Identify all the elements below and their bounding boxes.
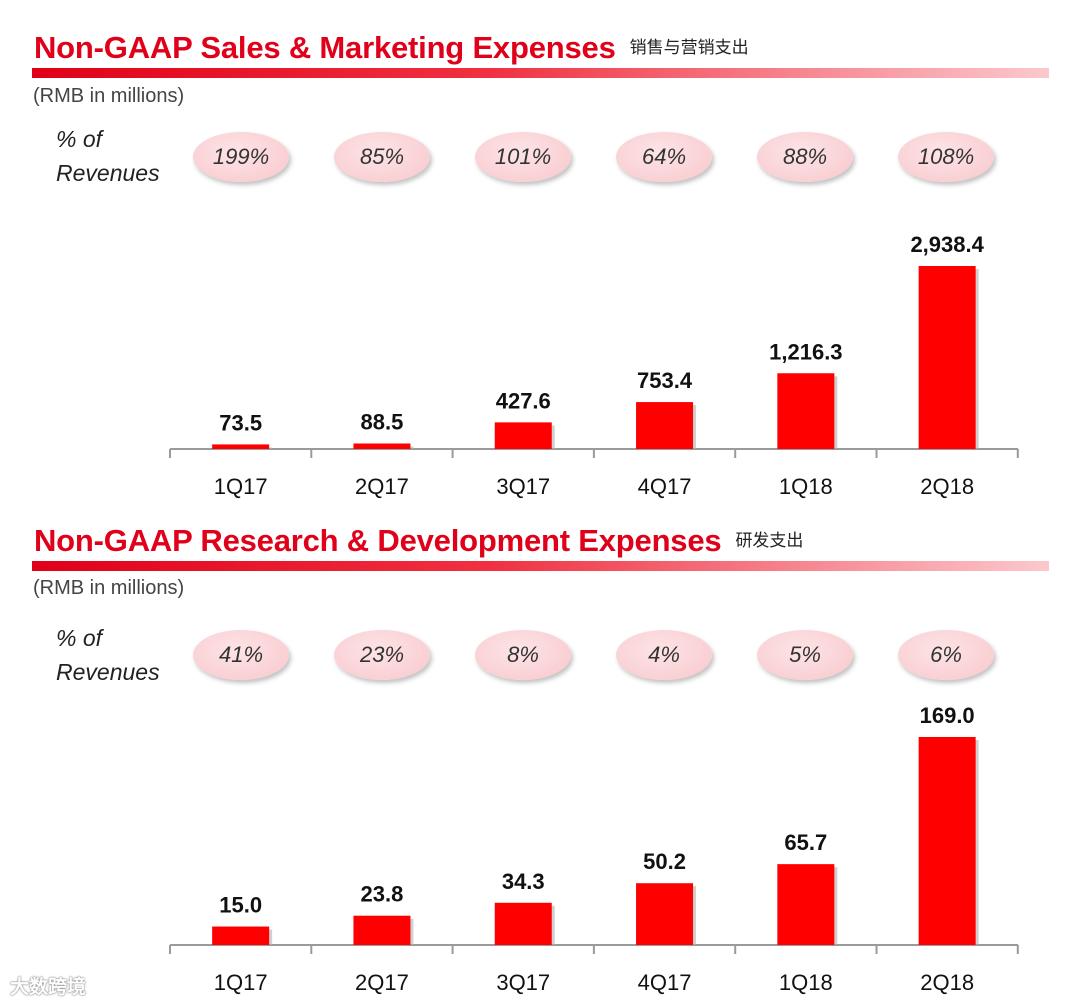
bar-value-label: 753.4 <box>637 368 693 393</box>
bar <box>494 902 552 945</box>
bar <box>494 422 552 449</box>
chart-title: Non-GAAP Sales & Marketing Expenses 销售与营销… <box>34 30 749 65</box>
pct-pill: 64% <box>616 132 712 182</box>
bar-value-label: 34.3 <box>502 869 545 894</box>
pct-pill: 199% <box>193 132 289 182</box>
chart-title-cn: 销售与营销支出 <box>629 38 749 57</box>
bar-value-label: 427.6 <box>496 388 551 413</box>
bar-value-label: 23.8 <box>361 882 404 907</box>
bar-value-label: 50.2 <box>643 849 686 874</box>
x-tick-label: 3Q17 <box>496 970 550 995</box>
x-tick-label: 2Q17 <box>355 474 409 499</box>
x-tick-label: 4Q17 <box>638 970 692 995</box>
bar <box>918 737 976 945</box>
units-label: (RMB in millions) <box>33 85 185 107</box>
sales-marketing-bar-chart: 73.5 1Q17 88.5 2Q17 427.6 3Q17 753.4 4Q17 1,216.… <box>169 232 1019 499</box>
pct-pill: 5% <box>757 630 853 680</box>
pct-of-revenues-label: % of Revenues <box>56 625 160 685</box>
research-development-bar-chart: 15.0 1Q17 23.8 2Q17 34.3 3Q17 50.2 4Q17 65.7 1Q18… <box>169 703 1019 995</box>
bar-value-label: 88.5 <box>361 409 404 434</box>
pct-pill: 4% <box>616 630 712 680</box>
chart-title: Non-GAAP Research & Development Expenses… <box>34 523 804 558</box>
x-tick-label: 1Q17 <box>214 970 268 995</box>
pct-pill: 41% <box>193 630 289 680</box>
pct-of-revenues-label: % of Revenues <box>56 126 160 186</box>
bar-value-label: 15.0 <box>219 893 262 918</box>
bar <box>353 915 411 945</box>
pct-pill: 85% <box>334 132 430 182</box>
bar <box>777 864 835 945</box>
bar-value-label: 2,938.4 <box>910 232 984 257</box>
pct-pill: 6% <box>898 630 994 680</box>
title-rule <box>32 561 1049 571</box>
units-label: (RMB in millions) <box>33 577 185 599</box>
bar <box>777 373 835 449</box>
watermark: 大数跨境 <box>10 977 87 998</box>
bar <box>636 402 694 449</box>
bar-value-label: 73.5 <box>219 410 262 435</box>
pct-pill: 108% <box>898 132 994 182</box>
bar <box>636 883 694 945</box>
chart-title-cn: 研发支出 <box>735 531 804 550</box>
x-tick-label: 1Q18 <box>779 970 833 995</box>
x-tick-label: 2Q17 <box>355 970 409 995</box>
x-tick-label: 1Q18 <box>779 474 833 499</box>
bar-value-label: 65.7 <box>784 830 827 855</box>
x-tick-label: 1Q17 <box>214 474 268 499</box>
x-tick-label: 3Q17 <box>496 474 550 499</box>
bar <box>212 926 270 945</box>
pct-pill: 8% <box>475 630 571 680</box>
x-tick-label: 4Q17 <box>638 474 692 499</box>
x-tick-label: 2Q18 <box>920 970 974 995</box>
pct-pill: 101% <box>475 132 571 182</box>
x-tick-label: 2Q18 <box>920 474 974 499</box>
bar <box>353 443 411 449</box>
bar-value-label: 1,216.3 <box>769 339 842 364</box>
pct-pill: 23% <box>334 630 430 680</box>
bar <box>918 266 976 449</box>
bar-value-label: 169.0 <box>920 703 975 728</box>
pct-pill: 88% <box>757 132 853 182</box>
title-rule <box>32 68 1049 78</box>
bar <box>212 444 270 449</box>
